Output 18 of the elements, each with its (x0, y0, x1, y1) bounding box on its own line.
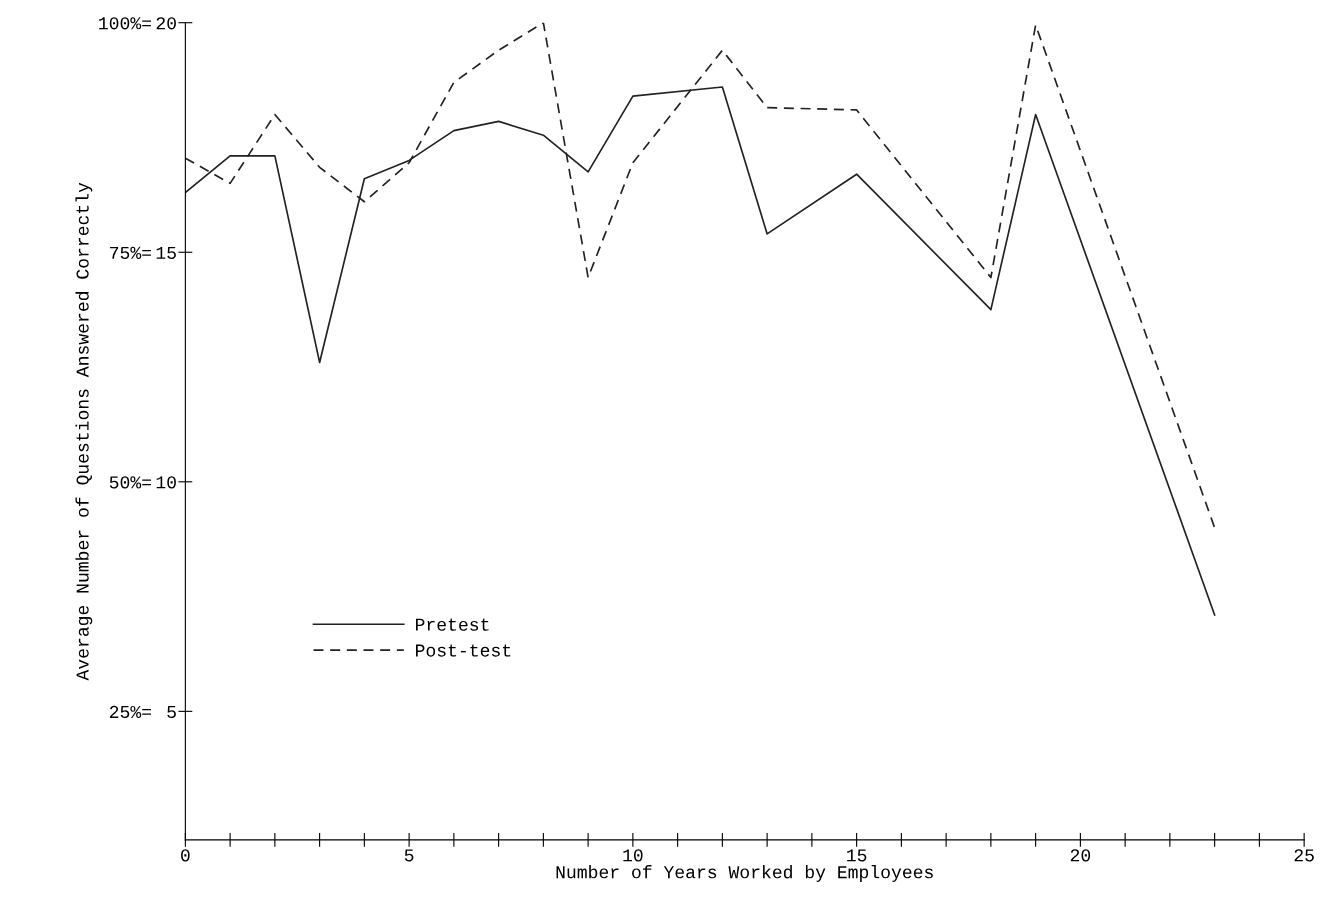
x-tick-label: 20 (1070, 849, 1091, 862)
legend-label: Pretest (416, 618, 489, 631)
y2-axis-title: Average Number of Questions Answered Correctly (75, 182, 93, 681)
x-tick-label: 15 (847, 849, 867, 862)
y2-tick-label: 25%= (109, 705, 151, 719)
x-tick-label: 0 (181, 849, 190, 862)
y2-tick-label: 75%= (110, 246, 151, 259)
x-tick-label: 25 (1294, 849, 1314, 862)
x-tick-label: 5 (404, 849, 414, 862)
legend-label: Post-test (416, 644, 511, 657)
y2-tick-label: 50%= (109, 476, 151, 489)
x-tick-label: 10 (623, 849, 643, 862)
y-tick-label: 10 (156, 476, 176, 489)
y-tick-label: 20 (156, 17, 176, 30)
y-tick-label: 15 (156, 246, 176, 259)
y-tick-label: 5 (167, 706, 176, 719)
x-axis-title: Number of Years Worked by Employees (556, 865, 933, 882)
y2-tick-label: 100%= (99, 17, 151, 30)
